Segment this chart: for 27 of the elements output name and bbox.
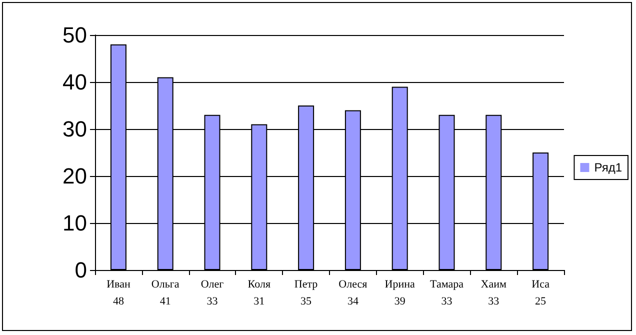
data-label: 35	[300, 296, 312, 308]
data-label: 39	[394, 296, 406, 308]
legend-label: Ряд1	[594, 160, 622, 174]
y-tick-label: 50	[62, 22, 87, 48]
y-tick-label: 40	[62, 70, 87, 94]
data-label: 31	[254, 296, 265, 308]
data-label: 34	[347, 296, 359, 308]
x-tick-label: Хаим	[480, 278, 507, 290]
data-label: 41	[160, 296, 171, 308]
x-tick-label: Коля	[248, 278, 270, 290]
x-tick-label: Олег	[200, 278, 224, 290]
x-tick-label: Петр	[294, 278, 318, 290]
x-tick-label: Иса	[532, 278, 550, 290]
data-label: 25	[535, 296, 547, 308]
y-tick-label: 30	[62, 116, 87, 142]
data-label: 48	[112, 296, 124, 308]
x-tick-label: Иван	[106, 278, 130, 290]
x-tick-label: Ирина	[384, 278, 416, 290]
x-tick-label: Олеся	[338, 278, 368, 290]
data-label: 33	[206, 296, 218, 308]
y-tick-label: 20	[62, 164, 87, 188]
y-tick-label: 10	[62, 210, 87, 236]
y-tick-label: 0	[74, 258, 87, 282]
data-label: 33	[488, 296, 500, 308]
data-label: 33	[441, 296, 453, 308]
x-tick-label: Тамара	[430, 278, 464, 290]
x-tick-label: Ольга	[151, 278, 180, 290]
